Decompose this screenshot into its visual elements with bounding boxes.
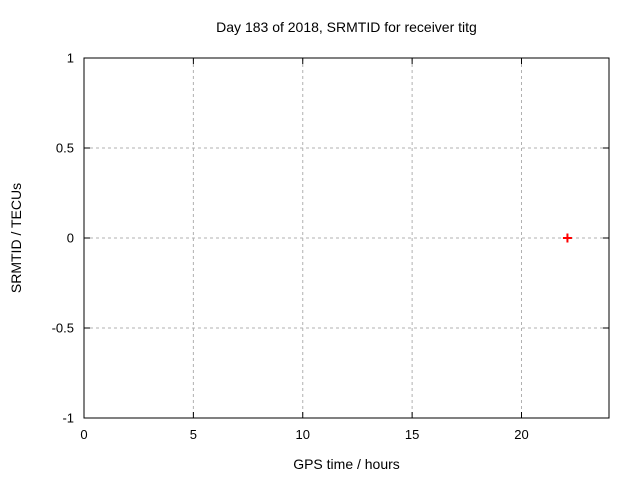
y-tick-label: 0	[67, 231, 74, 246]
x-axis-label: GPS time / hours	[293, 456, 400, 472]
x-tick-label: 20	[514, 427, 528, 442]
y-tick-label: -1	[62, 411, 74, 426]
y-tick-label: 0.5	[56, 141, 74, 156]
x-tick-label: 5	[190, 427, 197, 442]
x-tick-label: 15	[405, 427, 419, 442]
y-tick-label: -0.5	[52, 321, 74, 336]
x-tick-label: 0	[80, 427, 87, 442]
chart-title: Day 183 of 2018, SRMTID for receiver tit…	[216, 19, 477, 35]
y-tick-label: 1	[67, 51, 74, 66]
x-tick-label: 10	[296, 427, 310, 442]
